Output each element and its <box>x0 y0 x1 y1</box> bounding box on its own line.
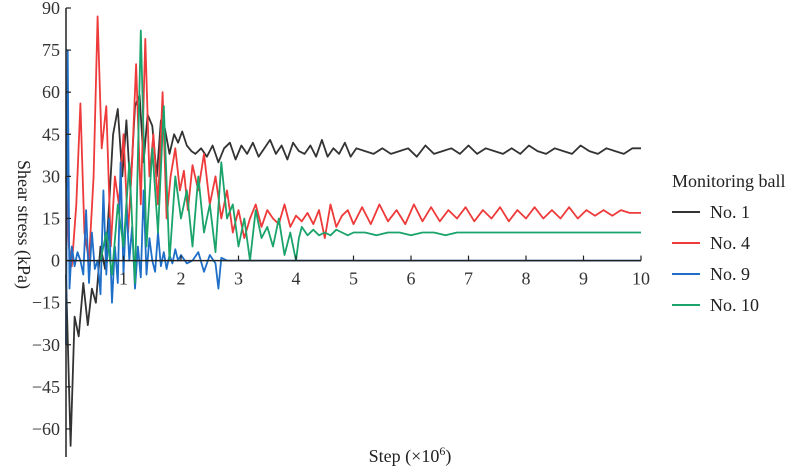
x-tick-label: 7 <box>464 269 473 289</box>
x-axis-title: Step (×106) <box>369 444 452 467</box>
y-tick-label: 0 <box>51 251 60 271</box>
y-tick-label: 45 <box>42 124 60 144</box>
series-line-2 <box>65 15 641 268</box>
x-tick-label: 10 <box>632 269 650 289</box>
y-tick-label: 60 <box>42 82 60 102</box>
x-tick-label: 1 <box>119 269 128 289</box>
legend-label: No. 10 <box>710 295 759 315</box>
x-tick-label: 5 <box>349 269 358 289</box>
legend: Monitoring ball No. 1 No. 4 No. 9 No. 10 <box>672 171 786 315</box>
legend-title: Monitoring ball <box>672 171 786 191</box>
legend-label: No. 4 <box>710 233 750 253</box>
y-axis-title: Shear stress (kPa) <box>13 160 34 289</box>
y-tick-label: −15 <box>32 293 60 313</box>
x-tick-label: 4 <box>292 269 301 289</box>
y-tick-label: 90 <box>42 0 60 18</box>
legend-items: No. 1 No. 4 No. 9 No. 10 <box>672 202 759 315</box>
y-tick-label: 75 <box>42 40 60 60</box>
y-tick-label: −45 <box>32 377 60 397</box>
y-tick-label: −30 <box>32 335 60 355</box>
x-tick-label: 2 <box>177 269 186 289</box>
series-line-3 <box>65 49 641 345</box>
series-line-4 <box>99 29 641 284</box>
x-axis-title-main: Step (×10 <box>369 446 440 467</box>
y-tick-label: −60 <box>32 419 60 439</box>
x-tick-label: 8 <box>522 269 531 289</box>
x-axis-title-close: ) <box>445 446 451 467</box>
x-tick-label: 3 <box>234 269 243 289</box>
legend-label: No. 1 <box>710 202 750 222</box>
x-tick-label: 9 <box>579 269 588 289</box>
legend-label: No. 9 <box>710 264 750 284</box>
x-tick-label: 6 <box>407 269 416 289</box>
y-tick-label: 30 <box>42 166 60 186</box>
series-layer <box>65 15 641 447</box>
x-axis-title-superscript: 6 <box>439 444 445 458</box>
y-tick-label: 15 <box>42 208 60 228</box>
